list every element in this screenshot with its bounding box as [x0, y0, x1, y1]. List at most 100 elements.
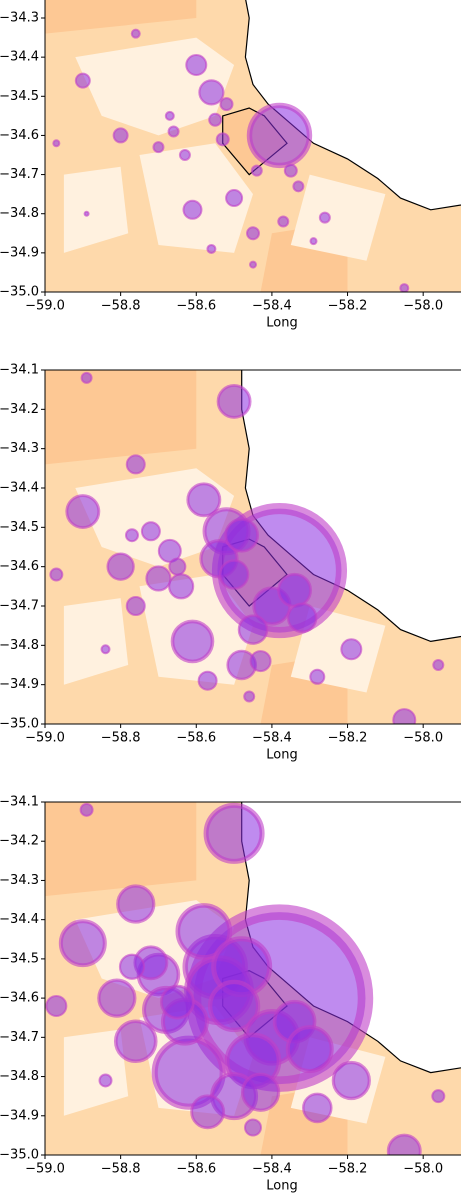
x-tick-label: −59.0 [25, 731, 65, 746]
bubble [219, 97, 234, 112]
bubble [164, 110, 175, 121]
bubble [175, 903, 233, 960]
bubble [392, 708, 417, 724]
y-tick-label: −34.5 [0, 951, 39, 966]
y-tick-label: −34.5 [0, 520, 39, 535]
bubble [74, 72, 91, 89]
x-tick-label: −58.8 [101, 299, 141, 314]
region [45, 802, 197, 897]
bubble [145, 565, 172, 592]
y-tick-label: −35.0 [0, 717, 39, 732]
y-tick-label: −35.0 [0, 1148, 39, 1163]
bubble [244, 1118, 262, 1137]
bubble [331, 1060, 371, 1101]
y-tick-label: −34.1 [0, 363, 39, 378]
y-tick-label: −34.6 [0, 559, 39, 574]
region [63, 166, 129, 253]
bubble [125, 454, 146, 475]
bubble [246, 226, 260, 241]
bubble [240, 1072, 281, 1112]
bubble [218, 559, 250, 590]
x-tick-label: −58.6 [176, 731, 216, 746]
bubble [292, 180, 305, 193]
x-tick-label: −58.6 [176, 299, 216, 314]
bubble [208, 112, 223, 127]
region [139, 143, 253, 253]
water [245, 0, 461, 210]
bubble [112, 127, 129, 144]
y-tick-label: −35.0 [0, 285, 39, 300]
x-tick-label: −58.8 [101, 1162, 141, 1177]
bubble [98, 1073, 113, 1088]
bubble [100, 644, 111, 655]
y-tick-label: −34.3 [0, 441, 39, 456]
bubble [386, 1133, 422, 1155]
bubble [246, 102, 313, 169]
panel [45, 802, 461, 1155]
bubble [178, 149, 191, 162]
region [45, 0, 197, 34]
bubble [125, 596, 146, 616]
bubble [431, 1089, 446, 1104]
panel [45, 370, 461, 724]
x-tick-label: −58.0 [403, 1162, 443, 1177]
bubble [118, 953, 146, 980]
y-tick-label: −34.6 [0, 991, 39, 1006]
bubble [224, 517, 260, 553]
bubble [207, 979, 261, 1033]
bubble [79, 802, 94, 817]
bubble [277, 215, 290, 228]
bubble [124, 528, 139, 543]
bubble [130, 28, 141, 39]
bubble [186, 482, 222, 518]
bubble [168, 557, 187, 576]
bubble [116, 884, 156, 924]
bubble [198, 79, 225, 106]
y-tick-label: −34.8 [0, 1069, 39, 1084]
y-tick-label: −34.5 [0, 89, 39, 104]
y-tick-label: −34.8 [0, 638, 39, 653]
bubble [249, 260, 257, 269]
bubble [243, 690, 256, 703]
y-tick-label: −34.7 [0, 167, 39, 182]
x-tick-label: −58.6 [176, 1162, 216, 1177]
bubble [432, 659, 445, 671]
x-tick-label: −58.2 [328, 299, 368, 314]
x-tick-label: −58.4 [252, 731, 292, 746]
region [63, 1029, 129, 1116]
x-tick-label: −58.0 [403, 299, 443, 314]
bubble [182, 199, 203, 220]
bubble [167, 125, 180, 138]
bubble [52, 139, 61, 148]
bubble [206, 243, 217, 254]
bubble [106, 552, 135, 581]
x-tick-label: −58.2 [328, 1162, 368, 1177]
bubble [185, 53, 208, 76]
y-tick-label: −34.8 [0, 206, 39, 221]
bubble [318, 211, 331, 224]
bubble [309, 237, 318, 246]
region [63, 598, 129, 685]
x-tick-label: −59.0 [25, 1162, 65, 1177]
bubble [286, 602, 318, 634]
bubble [152, 141, 165, 154]
x-axis-label: Long [266, 316, 297, 331]
bubble [277, 572, 313, 608]
y-tick-label: −34.6 [0, 128, 39, 143]
y-tick-label: −34.3 [0, 873, 39, 888]
y-tick-label: −34.4 [0, 50, 39, 65]
bubble [168, 573, 195, 600]
bubble [340, 638, 363, 661]
y-tick-label: −34.7 [0, 599, 39, 614]
y-tick-label: −34.4 [0, 481, 39, 496]
x-tick-label: −58.8 [101, 731, 141, 746]
bubble [80, 371, 93, 384]
bubble [285, 1025, 334, 1074]
bubble [65, 494, 101, 530]
bubble [249, 650, 272, 673]
bubble [225, 189, 244, 208]
y-tick-label: −34.9 [0, 677, 39, 692]
bubble [215, 132, 230, 147]
